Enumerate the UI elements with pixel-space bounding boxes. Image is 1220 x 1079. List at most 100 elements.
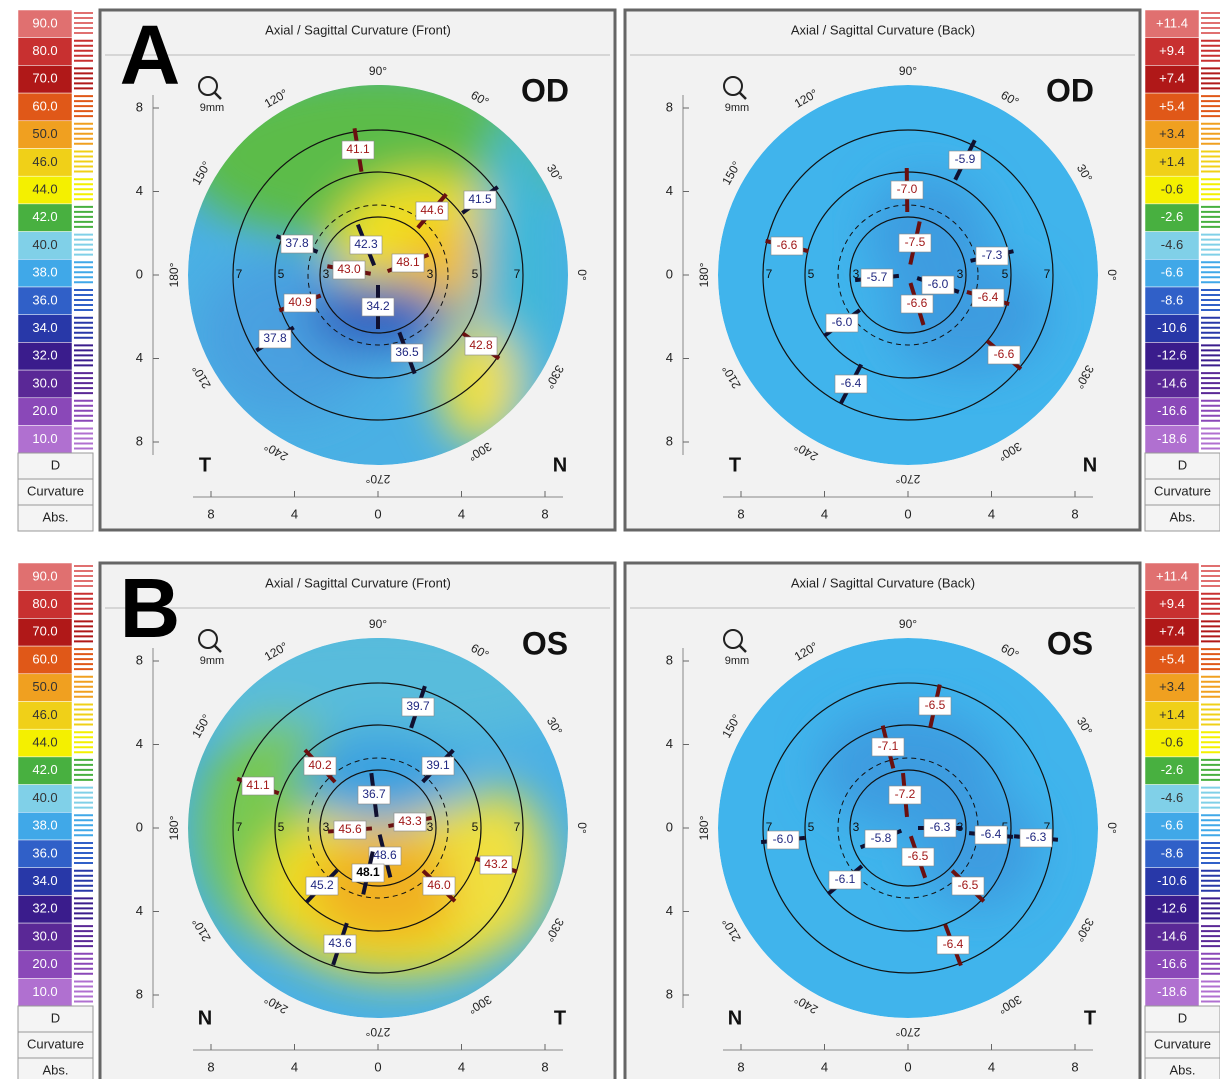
value-label: 40.2 [308, 758, 332, 772]
zoom-label: 9mm [200, 655, 224, 667]
scale-label: 70.0 [32, 624, 57, 639]
value-label: -5.9 [955, 152, 976, 166]
value-label: -6.3 [1026, 830, 1047, 844]
x-tick-label: 8 [1071, 506, 1078, 521]
map-title: Axial / Sagittal Curvature (Front) [265, 22, 451, 37]
y-tick-label: 4 [136, 736, 143, 751]
x-tick-label: 8 [207, 1059, 214, 1074]
scale-label: 60.0 [32, 98, 57, 113]
ring-label: 5 [808, 267, 815, 281]
ring-label: 3 [427, 820, 434, 834]
y-tick-label: 0 [136, 819, 143, 834]
value-label: 39.7 [406, 699, 430, 713]
scale-label: 46.0 [32, 707, 57, 722]
value-label: -5.8 [871, 831, 892, 845]
scale-label: -0.6 [1161, 734, 1183, 749]
x-tick-label: 8 [541, 1059, 548, 1074]
value-label: 37.8 [285, 236, 309, 250]
angle-label: 90° [369, 64, 387, 78]
y-tick-label: 4 [136, 183, 143, 198]
scale-footer: D [51, 1010, 60, 1025]
scale-label: 60.0 [32, 651, 57, 666]
angle-label: 90° [899, 617, 917, 631]
scale-label: 50.0 [32, 126, 57, 141]
scale-label: +5.4 [1159, 98, 1185, 113]
ring-label: 5 [1002, 267, 1009, 281]
color-zone [298, 733, 458, 823]
scale-label: -12.6 [1157, 348, 1187, 363]
scale-label: 10.0 [32, 984, 57, 999]
y-tick-label: 8 [666, 986, 673, 1001]
value-label: 43.2 [484, 857, 508, 871]
scale-label: 30.0 [32, 928, 57, 943]
y-tick-label: 4 [666, 350, 673, 365]
zoom-label: 9mm [725, 655, 749, 667]
x-tick-label: 8 [1071, 1059, 1078, 1074]
scale-label: -8.6 [1161, 845, 1183, 860]
x-tick-label: 8 [541, 506, 548, 521]
color-map [718, 85, 1098, 465]
scale-label: 34.0 [32, 873, 57, 888]
value-label: 43.0 [337, 262, 361, 276]
x-tick-label: 4 [988, 1059, 995, 1074]
ring-label: 5 [278, 820, 285, 834]
scale-label: 20.0 [32, 956, 57, 971]
x-tick-label: 4 [821, 506, 828, 521]
y-tick-label: 0 [136, 266, 143, 281]
scale-label: -18.6 [1157, 984, 1187, 999]
scale-label: 42.0 [32, 209, 57, 224]
value-label: -5.7 [867, 270, 888, 284]
value-label: -6.5 [908, 849, 929, 863]
scale-label: +1.4 [1159, 707, 1185, 722]
scale-label: 70.0 [32, 71, 57, 86]
scale-label: +3.4 [1159, 126, 1185, 141]
angle-label: 270° [365, 472, 390, 486]
scale-footer: Curvature [27, 483, 84, 498]
scale-label: +9.4 [1159, 596, 1185, 611]
scale-label: +1.4 [1159, 154, 1185, 169]
scale-label: 44.0 [32, 181, 57, 196]
angle-label: 270° [895, 1025, 920, 1039]
ring-label: 3 [853, 820, 860, 834]
scale-footer: Curvature [27, 1036, 84, 1051]
value-label: 48.1 [396, 255, 420, 269]
scale-label: 80.0 [32, 43, 57, 58]
angle-label: 180° [697, 262, 711, 287]
scale-footer: D [51, 457, 60, 472]
x-tick-label: 4 [821, 1059, 828, 1074]
scale-label: -18.6 [1157, 431, 1187, 446]
x-tick-label: 0 [904, 1059, 911, 1074]
scale-label: +11.4 [1156, 568, 1188, 583]
ring-label: 5 [278, 267, 285, 281]
y-tick-label: 8 [136, 986, 143, 1001]
value-label: 42.3 [354, 237, 378, 251]
value-label: -7.3 [982, 248, 1003, 262]
map-title: Axial / Sagittal Curvature (Back) [791, 22, 975, 37]
x-tick-label: 8 [737, 1059, 744, 1074]
scale-label: +5.4 [1159, 651, 1185, 666]
value-label: 39.1 [426, 758, 450, 772]
scale-label: 40.0 [32, 790, 57, 805]
value-label: -6.0 [773, 832, 794, 846]
value-label: 48.1 [356, 865, 380, 879]
color-map [718, 638, 1098, 1018]
scale-label: +9.4 [1159, 43, 1185, 58]
value-label: -6.1 [835, 872, 856, 886]
angle-label: 90° [899, 64, 917, 78]
scale-label: 10.0 [32, 431, 57, 446]
ring-label: 3 [323, 267, 330, 281]
value-label: 41.1 [246, 778, 270, 792]
side-label: N [1083, 454, 1097, 476]
ring-label: 7 [1044, 267, 1051, 281]
scale-label: -10.6 [1157, 873, 1187, 888]
value-label: -6.4 [841, 376, 862, 390]
angle-label: 0° [1105, 822, 1119, 834]
scale-label: 36.0 [32, 845, 57, 860]
scale-label: -14.6 [1157, 375, 1187, 390]
scale-label: 34.0 [32, 320, 57, 335]
ring-label: 5 [472, 820, 479, 834]
y-tick-label: 0 [666, 266, 673, 281]
scale-label: 42.0 [32, 762, 57, 777]
value-label: 37.8 [263, 331, 287, 345]
scale-label: -14.6 [1157, 928, 1187, 943]
